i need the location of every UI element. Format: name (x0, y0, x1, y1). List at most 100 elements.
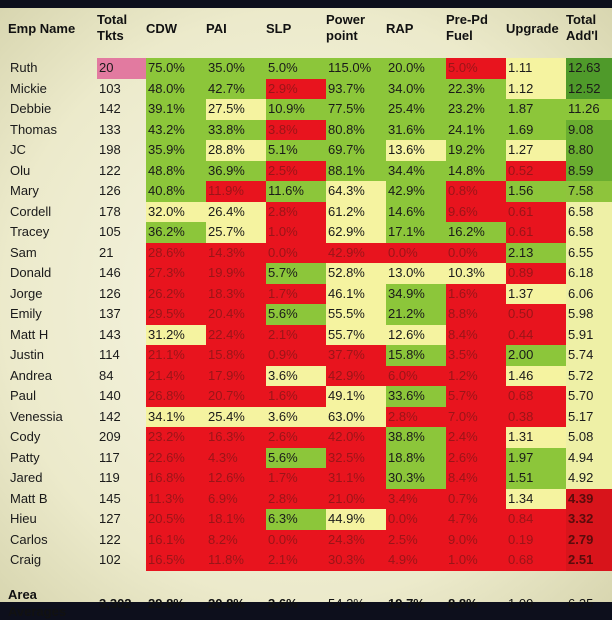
pre-pd-fuel-cell: 14.8% (446, 160, 506, 181)
table-row: Ruth 20 75.0% 35.0% 5.0% 115.0% 20.0% 5.0% 1.11 1… (0, 58, 612, 79)
upgrade-cell: 2.00 (506, 345, 566, 366)
employee-name-cell: Mickie (10, 80, 47, 96)
power-point-cell: 55.5% (326, 304, 386, 325)
table-row: Olu 122 48.8% 36.9% 2.5% 88.1% 34.4% 14.8% 0.52 8… (0, 160, 612, 181)
employee-name-cell: Sam (10, 244, 37, 260)
total-tkts-cell: 142 (99, 408, 121, 424)
pre-pd-fuel-cell: 24.1% (446, 119, 506, 140)
pai-cell: 26.4% (206, 201, 266, 222)
slp-cell: 0.0% (266, 242, 326, 263)
total-tkts-cell: 102 (99, 552, 121, 567)
upgrade-cell: 0.61 (506, 222, 566, 243)
slp-cell: 2.8% (266, 488, 326, 509)
total-addl-cell: 12.63 (566, 58, 612, 79)
cdw-cell: 75.0% (146, 58, 206, 79)
pai-cell: 20.7% (206, 386, 266, 407)
slp-cell: 3.6% (266, 406, 326, 427)
pre-pd-fuel-cell: 19.2% (446, 140, 506, 161)
total-addl-cell: 5.08 (566, 427, 612, 448)
pre-pd-fuel-cell: 4.7% (446, 509, 506, 530)
pai-cell: 14.3% (206, 242, 266, 263)
average-pai: 20.8% (208, 596, 245, 611)
cdw-cell: 29.5% (146, 304, 206, 325)
pai-cell: 12.6% (206, 468, 266, 489)
pre-pd-fuel-cell: 5.7% (446, 386, 506, 407)
total-addl-cell: 11.26 (566, 99, 612, 120)
upgrade-cell: 1.34 (506, 488, 566, 509)
cdw-cell: 27.3% (146, 263, 206, 284)
pai-cell: 20.4% (206, 304, 266, 325)
cdw-cell: 22.6% (146, 447, 206, 468)
power-point-cell: 93.7% (326, 78, 386, 99)
employee-name-cell: Cody (10, 429, 41, 444)
total-tkts-cell: 178 (99, 203, 121, 219)
employee-name-cell: Jorge (10, 285, 43, 301)
pre-pd-fuel-cell: 10.3% (446, 263, 506, 284)
table-row: JC 198 35.9% 28.8% 5.1% 69.7% 13.6% 19.2% 1.27 8.… (0, 140, 612, 161)
power-point-cell: 42.0% (326, 427, 386, 448)
rap-cell: 21.2% (386, 304, 446, 325)
employee-name-cell: JC (10, 142, 26, 157)
power-point-cell: 62.9% (326, 222, 386, 243)
upgrade-cell: 1.97 (506, 447, 566, 468)
power-point-cell: 37.7% (326, 345, 386, 366)
total-tkts-cell: 198 (99, 142, 121, 157)
cdw-cell: 40.8% (146, 181, 206, 202)
header-cdw: CDW (146, 21, 178, 36)
upgrade-cell: 1.27 (506, 140, 566, 161)
power-point-cell: 52.8% (326, 263, 386, 284)
average-pre-pd-fuel: 8.8% (448, 596, 478, 611)
table-row: Matt H 143 31.2% 22.4% 2.1% 55.7% 12.6% 8.4% 0.4… (0, 324, 612, 345)
rap-cell: 6.0% (386, 365, 446, 386)
total-addl-cell: 5.70 (566, 386, 612, 407)
cdw-cell: 16.8% (146, 468, 206, 489)
total-addl-cell: 9.08 (566, 119, 612, 140)
power-point-cell: 80.8% (326, 119, 386, 140)
rap-cell: 15.8% (386, 345, 446, 366)
slp-cell: 1.7% (266, 468, 326, 489)
pai-cell: 18.1% (206, 509, 266, 530)
pai-cell: 11.8% (206, 550, 266, 571)
total-tkts-cell: 145 (99, 490, 121, 506)
table-row: Carlos 122 16.1% 8.2% 0.0% 24.3% 2.5% 9.0% 0.19 2… (0, 529, 612, 550)
power-point-cell: 69.7% (326, 140, 386, 161)
slp-cell: 5.1% (266, 140, 326, 161)
upgrade-cell: 0.68 (506, 550, 566, 571)
power-point-cell: 30.3% (326, 550, 386, 571)
pre-pd-fuel-cell: 22.3% (446, 78, 506, 99)
pre-pd-fuel-cell: 8.8% (446, 304, 506, 325)
employee-name-cell: Patty (10, 449, 40, 465)
employee-name-cell: Ruth (10, 60, 38, 75)
table-row: Thomas 133 43.2% 33.8% 3.8% 80.8% 31.6% 24.1% 1.… (0, 119, 612, 140)
power-point-cell: 61.2% (326, 201, 386, 222)
total-addl-cell: 6.06 (566, 283, 612, 304)
cdw-cell: 11.3% (146, 488, 206, 509)
total-tkts-cell: 142 (99, 101, 121, 116)
employee-name-cell: Debbie (10, 101, 52, 116)
slp-cell: 2.8% (266, 201, 326, 222)
pai-cell: 35.0% (206, 58, 266, 79)
rap-cell: 13.6% (386, 140, 446, 161)
pai-cell: 8.2% (206, 529, 266, 550)
total-tkts-cell: 122 (99, 162, 121, 178)
cdw-cell: 31.2% (146, 324, 206, 345)
upgrade-cell: 1.69 (506, 119, 566, 140)
rap-cell: 14.6% (386, 201, 446, 222)
total-tkts-cell: 20 (97, 58, 146, 79)
header-pre-pd-fuel: Pre-Pd Fuel (446, 12, 488, 43)
power-point-cell: 24.3% (326, 529, 386, 550)
header-pai: PAI (206, 21, 227, 36)
pai-cell: 18.3% (206, 283, 266, 304)
power-point-cell: 115.0% (326, 58, 386, 79)
total-tkts-cell: 114 (99, 347, 120, 362)
total-tkts-cell: 105 (99, 224, 121, 239)
cdw-cell: 20.5% (146, 509, 206, 530)
cdw-cell: 32.0% (146, 201, 206, 222)
upgrade-cell: 1.37 (506, 283, 566, 304)
table-row: Debbie 142 39.1% 27.5% 10.9% 77.5% 25.4% 23.2% 1… (0, 99, 612, 120)
cdw-cell: 16.1% (146, 529, 206, 550)
total-tkts-cell: 21 (99, 244, 114, 260)
power-point-cell: 55.7% (326, 324, 386, 345)
total-addl-cell: 5.98 (566, 304, 612, 325)
table-row: Mickie 103 48.0% 42.7% 2.9% 93.7% 34.0% 22.3% 1.… (0, 78, 612, 99)
